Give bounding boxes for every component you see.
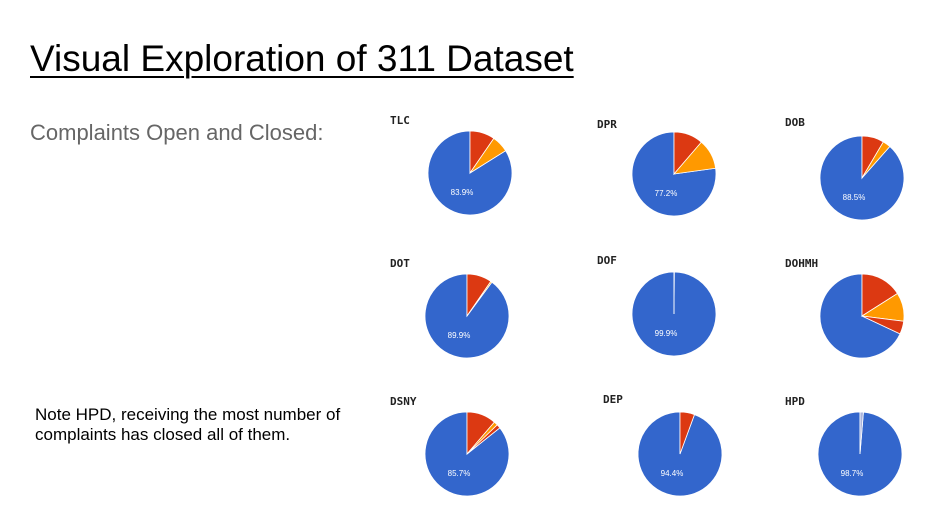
pie-slice-dpr-0	[631, 131, 717, 217]
slide-title: Visual Exploration of 311 Dataset	[30, 38, 574, 79]
pie-title-dep: DEP	[603, 393, 623, 406]
pie-value-label-dsny: 85.7%	[448, 469, 471, 478]
pie-chart-tlc: 83.9%	[427, 130, 513, 216]
slide-subtitle: Complaints Open and Closed:	[30, 120, 324, 145]
pie-title-hpd: HPD	[785, 395, 805, 408]
pie-value-label-dob: 88.5%	[843, 193, 866, 202]
pie-title-dof: DOF	[597, 254, 617, 267]
pie-value-label-dpr: 77.2%	[655, 189, 678, 198]
pie-slice-hpd-1	[859, 411, 864, 455]
pie-slice-dep-1	[679, 411, 695, 455]
pie-value-label-dof: 99.9%	[655, 329, 678, 338]
pie-slice-dohmh-3	[861, 315, 905, 335]
pie-title-dpr: DPR	[597, 118, 617, 131]
pie-chart-dof: 99.9%	[631, 271, 717, 357]
pie-value-label-dep: 94.4%	[661, 469, 684, 478]
pie-title-dot: DOT	[390, 257, 410, 270]
pie-chart-dohmh	[819, 273, 905, 359]
hpd-note: Note HPD, receiving the most number of c…	[35, 405, 341, 444]
pie-slice-tlc-2	[469, 137, 507, 174]
pie-chart-dob: 88.5%	[819, 135, 905, 221]
pie-slice-dot-2	[466, 280, 493, 317]
pie-slice-dsny-3	[466, 424, 501, 455]
pie-slice-dsny-0	[424, 411, 510, 497]
pie-value-label-dot: 89.9%	[448, 331, 471, 340]
pie-chart-dsny: 85.7%	[424, 411, 510, 497]
pie-title-tlc: TLC	[390, 114, 410, 127]
pie-chart-dot: 89.9%	[424, 273, 510, 359]
pie-title-dohmh: DOHMH	[785, 257, 819, 270]
pie-chart-dpr: 77.2%	[631, 131, 717, 217]
pie-slice-dpr-2	[673, 141, 717, 175]
pie-value-label-hpd: 98.7%	[841, 469, 864, 478]
pie-chart-hpd: 98.7%	[817, 411, 903, 497]
pie-value-label-tlc: 83.9%	[451, 188, 474, 197]
pie-chart-dep: 94.4%	[637, 411, 723, 497]
pie-slice-dohmh-0	[819, 273, 901, 359]
pie-title-dob: DOB	[785, 116, 805, 129]
pie-slice-dob-2	[861, 141, 891, 179]
pie-title-dsny: DSNY	[390, 395, 417, 408]
